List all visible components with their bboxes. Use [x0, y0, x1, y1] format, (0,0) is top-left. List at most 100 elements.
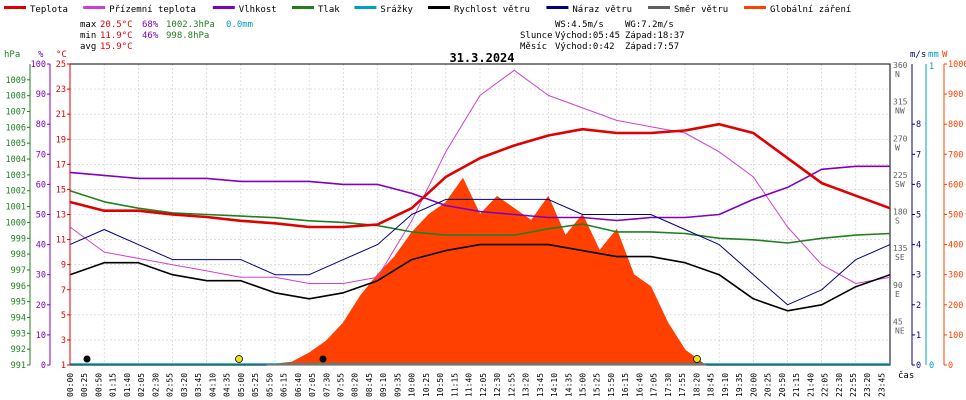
- legend-swatch-5: [428, 6, 450, 9]
- x-label-40: 16:40: [635, 373, 644, 397]
- axis-pct-label-5: 50: [36, 211, 46, 221]
- x-label-41: 17:05: [650, 373, 659, 397]
- stats-max-rain: 0.0mm: [226, 20, 253, 30]
- x-label-3: 01:15: [109, 373, 118, 397]
- axis-mm-label-0: 0: [929, 361, 934, 371]
- x-label-16: 06:40: [294, 373, 303, 397]
- axis-ms-label-4: 4: [916, 241, 921, 251]
- axis-degc-label-2: 5: [61, 311, 66, 321]
- legend-swatch-1: [83, 6, 106, 9]
- axis-w-label-1: 100: [948, 331, 963, 341]
- stats-min-press: 998.8hPa: [166, 31, 209, 41]
- dir-lbl-7: N: [895, 70, 900, 79]
- stats-min-label: min: [80, 31, 96, 41]
- axis-pct-label-3: 30: [36, 271, 46, 281]
- unit-w: W: [942, 50, 948, 60]
- axis-pct-label-9: 90: [36, 90, 46, 100]
- axis-hpa-label-15: 1006: [6, 123, 26, 133]
- moonset-marker: [319, 355, 327, 363]
- series-vlhkost: [69, 165, 890, 222]
- right-axes: 45NE90E135SE180S225SW270W315NW360N012345…: [893, 60, 966, 371]
- axis-hpa-label-17: 1008: [6, 92, 26, 102]
- axis-degc-label-9: 19: [56, 135, 66, 145]
- sun-block: WS:4.5m/s WG:7.2m/s Slunce Východ:05:45 …: [520, 20, 685, 52]
- x-label-56: 23:20: [863, 373, 872, 397]
- axis-pct-label-2: 20: [36, 301, 46, 311]
- axis-degc-label-8: 17: [56, 160, 66, 170]
- legend-swatch-3: [292, 6, 314, 9]
- axis-w-label-7: 700: [948, 150, 963, 160]
- x-label-1: 00:25: [80, 373, 89, 397]
- series-rychlost-vetru: [69, 243, 891, 312]
- series-prizemni-teplota: [69, 69, 891, 284]
- x-label-44: 18:20: [692, 373, 701, 397]
- axis-hpa-label-16: 1007: [6, 108, 26, 118]
- unit-ms: m/s: [910, 50, 926, 60]
- stats-max-temp: 20.5°C: [100, 20, 133, 30]
- axis-hpa-label-1: 992: [11, 345, 26, 355]
- x-label-27: 11:15: [450, 373, 459, 397]
- dir-deg-4: 225: [893, 171, 908, 180]
- axis-ms-label-6: 6: [916, 180, 921, 190]
- axis-ms-label-8: 8: [916, 120, 921, 130]
- x-label-37: 15:25: [593, 373, 602, 397]
- moon-label: Měsíc: [520, 42, 547, 52]
- axis-w-label-5: 500: [948, 211, 963, 221]
- legend-swatch-2: [212, 6, 235, 9]
- chart-legend: Teplota Přízemní teplota Vlhkost Tlak Srážky…: [4, 5, 851, 15]
- axis-pct-label-4: 40: [36, 241, 46, 251]
- axis-hpa-label-0: 991: [11, 361, 26, 371]
- legend-swatch-8: [744, 6, 766, 9]
- axis-ms-label-5: 5: [916, 211, 921, 221]
- x-label-7: 02:55: [166, 373, 175, 397]
- sunrise: Východ:05:45: [555, 31, 620, 41]
- wind-gust-max: WG:7.2m/s: [625, 20, 674, 30]
- legend-swatch-6: [546, 6, 569, 9]
- x-label-49: 20:25: [764, 373, 773, 397]
- axis-degc-label-4: 9: [61, 261, 66, 271]
- x-label-28: 11:40: [465, 373, 474, 397]
- axis-ms-label-2: 2: [916, 301, 921, 311]
- axis-degc-label-7: 15: [56, 185, 66, 195]
- axis-degc-label-6: 13: [56, 211, 66, 221]
- unit-time: čas: [898, 370, 914, 381]
- x-label-38: 15:50: [607, 373, 616, 397]
- x-label-9: 03:45: [194, 373, 203, 397]
- axis-hpa-label-3: 994: [11, 313, 26, 323]
- x-label-8: 03:20: [180, 373, 189, 397]
- x-label-14: 05:50: [265, 373, 274, 397]
- legend-swatch-0: [4, 6, 26, 9]
- legend-label-7: Směr větru: [674, 5, 728, 15]
- x-label-51: 21:15: [792, 373, 801, 397]
- moonrise-marker: [83, 355, 91, 363]
- axis-hpa-label-4: 995: [11, 298, 26, 308]
- x-label-46: 19:10: [721, 373, 730, 397]
- axis-hpa-label-6: 997: [11, 266, 26, 276]
- unit-pct: %: [38, 50, 44, 60]
- x-label-25: 10:25: [422, 373, 431, 397]
- x-label-22: 09:10: [379, 373, 388, 397]
- wind-speed-avg: WS:4.5m/s: [555, 20, 604, 30]
- axis-hpa-label-5: 996: [11, 282, 26, 292]
- left-axes: 9919929939949959969979989991000100110021…: [6, 60, 71, 371]
- dir-deg-5: 270: [893, 134, 908, 143]
- axis-w-label-9: 900: [948, 90, 963, 100]
- x-label-48: 20:00: [749, 373, 758, 397]
- x-label-23: 09:35: [393, 373, 402, 397]
- stats-avg-temp: 15.9°C: [100, 42, 133, 52]
- x-label-39: 16:15: [621, 373, 630, 397]
- unit-mm: mm: [928, 50, 939, 60]
- axis-pct-label-10: 100: [31, 60, 46, 70]
- stats-block: max 20.5°C 68% 1002.3hPa 0.0mm min 11.9°…: [80, 20, 253, 52]
- dir-lbl-2: SE: [895, 253, 905, 262]
- x-label-5: 02:05: [137, 373, 146, 397]
- dir-deg-0: 45: [893, 317, 903, 326]
- legend-label-2: Vlhkost: [239, 5, 277, 15]
- legend-label-1: Přízemní teplota: [109, 5, 196, 15]
- axis-hpa-label-13: 1004: [6, 155, 26, 165]
- axis-ms-label-1: 1: [916, 331, 921, 341]
- axis-degc-label-3: 7: [61, 286, 66, 296]
- x-label-10: 04:10: [208, 373, 217, 397]
- axis-ms-label-0: 0: [916, 361, 921, 371]
